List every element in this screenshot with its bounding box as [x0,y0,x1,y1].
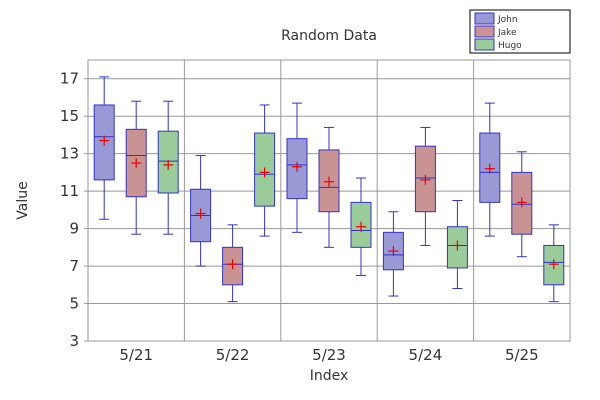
box-hugo [254,104,276,237]
x-axis-label: Index [310,368,349,384]
legend-label: John [497,15,518,25]
legend: John Jake Hugo [469,9,571,54]
x-tick-label: 5/23 [312,346,346,364]
box-john [286,102,308,233]
y-tick-label: 11 [60,182,79,200]
x-tick-label: 5/24 [409,346,443,364]
y-axis-label: Value [15,181,31,219]
box-jake [511,151,533,258]
x-tick-label: 5/25 [505,346,539,364]
box-series [93,76,565,303]
chart-title: Random Data [281,28,377,44]
legend-swatch [474,12,495,25]
y-tick-label: 9 [69,220,79,238]
axes: 3 5 7 9 11 13 15 17 5/21 5/22 5/23 5/24 5/25 [60,70,539,364]
plot-frame [87,59,571,342]
legend-swatch [474,38,495,51]
y-tick-label: 5 [69,295,79,313]
box-jake [414,126,436,246]
y-tick-label: 13 [60,145,79,163]
legend-label: Jake [497,28,517,38]
box-john [93,76,115,220]
box-jake [222,224,244,303]
y-tick-label: 17 [60,70,79,88]
y-tick-label: 7 [69,257,79,275]
y-tick-label: 3 [69,332,79,350]
y-tick-label: 15 [60,107,79,125]
box-john [382,211,404,297]
legend-label: Hugo [498,41,522,51]
x-tick-label: 5/21 [119,346,153,364]
x-tick-label: 5/22 [216,346,250,364]
box-hugo [543,224,565,303]
box-jake [318,126,340,248]
box-jake [125,100,147,235]
box-hugo [157,100,179,235]
box-hugo [350,177,372,276]
box-john [479,102,501,237]
box-hugo [446,200,468,290]
box-john [190,155,212,267]
legend-swatch [474,25,495,38]
